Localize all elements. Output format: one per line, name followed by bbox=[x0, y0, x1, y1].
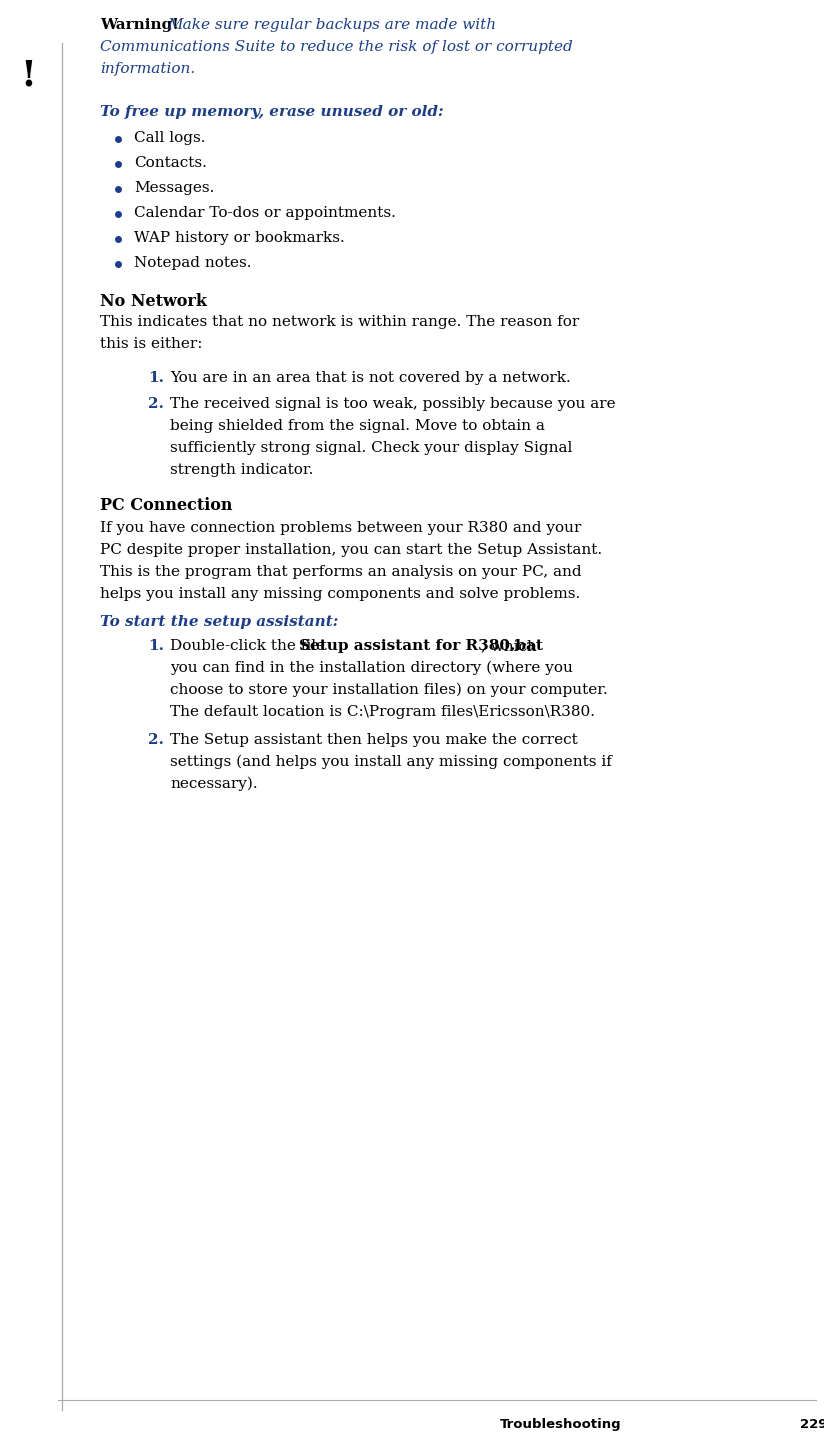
Text: This indicates that no network is within range. The reason for: This indicates that no network is within… bbox=[100, 315, 579, 330]
Text: Contacts.: Contacts. bbox=[134, 155, 207, 170]
Text: 229: 229 bbox=[800, 1417, 824, 1430]
Text: PC despite proper installation, you can start the Setup Assistant.: PC despite proper installation, you can … bbox=[100, 543, 602, 557]
Text: Notepad notes.: Notepad notes. bbox=[134, 256, 251, 271]
Text: Communications Suite to reduce the risk of lost or corrupted: Communications Suite to reduce the risk … bbox=[100, 40, 573, 55]
Text: This is the program that performs an analysis on your PC, and: This is the program that performs an ana… bbox=[100, 566, 582, 578]
Text: choose to store your installation files) on your computer.: choose to store your installation files)… bbox=[170, 684, 608, 698]
Text: Troubleshooting: Troubleshooting bbox=[500, 1417, 621, 1430]
Text: !: ! bbox=[20, 58, 36, 92]
Text: Setup assistant for R380.bat: Setup assistant for R380.bat bbox=[298, 639, 542, 653]
Text: If you have connection problems between your R380 and your: If you have connection problems between … bbox=[100, 521, 582, 535]
Text: No Network: No Network bbox=[100, 294, 207, 309]
Text: Warning!: Warning! bbox=[100, 19, 179, 32]
Text: Call logs.: Call logs. bbox=[134, 131, 205, 145]
Text: 1.: 1. bbox=[148, 371, 164, 386]
Text: 2.: 2. bbox=[148, 732, 164, 747]
Text: To start the setup assistant:: To start the setup assistant: bbox=[100, 614, 339, 629]
Text: sufficiently strong signal. Check your display Signal: sufficiently strong signal. Check your d… bbox=[170, 440, 573, 455]
Text: you can find in the installation directory (where you: you can find in the installation directo… bbox=[170, 661, 573, 675]
Text: 1.: 1. bbox=[148, 639, 164, 653]
Text: To free up memory, erase unused or old:: To free up memory, erase unused or old: bbox=[100, 105, 443, 119]
Text: settings (and helps you install any missing components if: settings (and helps you install any miss… bbox=[170, 755, 612, 770]
Text: The default location is C:\Program files\Ericsson\R380.: The default location is C:\Program files… bbox=[170, 705, 595, 720]
Text: , which: , which bbox=[480, 639, 536, 653]
Text: You are in an area that is not covered by a network.: You are in an area that is not covered b… bbox=[170, 371, 571, 386]
Text: necessary).: necessary). bbox=[170, 777, 258, 791]
Text: WAP history or bookmarks.: WAP history or bookmarks. bbox=[134, 232, 344, 245]
Text: information.: information. bbox=[100, 62, 195, 76]
Text: 2.: 2. bbox=[148, 397, 164, 412]
Text: helps you install any missing components and solve problems.: helps you install any missing components… bbox=[100, 587, 580, 602]
Text: PC Connection: PC Connection bbox=[100, 496, 232, 514]
Text: being shielded from the signal. Move to obtain a: being shielded from the signal. Move to … bbox=[170, 419, 545, 433]
Text: this is either:: this is either: bbox=[100, 337, 203, 351]
Text: The Setup assistant then helps you make the correct: The Setup assistant then helps you make … bbox=[170, 732, 578, 747]
Text: Double-click the file: Double-click the file bbox=[170, 639, 330, 653]
Text: strength indicator.: strength indicator. bbox=[170, 463, 313, 476]
Text: Make sure regular backups are made with: Make sure regular backups are made with bbox=[167, 19, 496, 32]
Text: The received signal is too weak, possibly because you are: The received signal is too weak, possibl… bbox=[170, 397, 616, 412]
Text: Messages.: Messages. bbox=[134, 181, 214, 196]
Text: Calendar To-dos or appointments.: Calendar To-dos or appointments. bbox=[134, 206, 396, 220]
